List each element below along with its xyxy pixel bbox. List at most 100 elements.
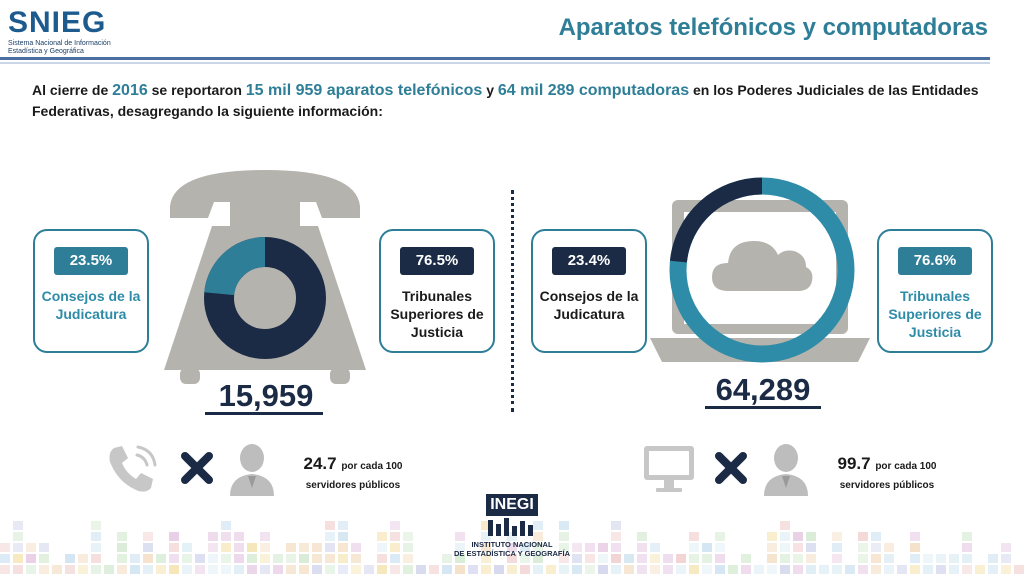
footer-decoration-tile (572, 554, 582, 563)
intro-year: 2016 (112, 82, 148, 99)
footer-decoration-tile (312, 543, 322, 552)
multiply-icon (715, 452, 747, 484)
footer-decoration-tile (585, 543, 595, 552)
footer-decoration-tile (897, 565, 907, 574)
footer-decoration-tile (793, 543, 803, 552)
footer-decoration-tile (117, 554, 127, 563)
computers-ratio-value: 99.7 (837, 454, 871, 473)
footer-decoration-tile (806, 554, 816, 563)
footer-decoration-tile (455, 554, 465, 563)
cloud-icon (712, 241, 813, 291)
footer-decoration-tile (585, 565, 595, 574)
footer-decoration-tile (26, 554, 36, 563)
footer-decoration-tile (715, 565, 725, 574)
footer-decoration-tile (13, 565, 23, 574)
footer-decoration-tile (702, 565, 712, 574)
footer-decoration-tile (26, 543, 36, 552)
footer-decoration-tile (767, 554, 777, 563)
footer-decoration-tile (832, 532, 842, 541)
footer-decoration-tile (13, 532, 23, 541)
intro-text: Al cierre de 2016 se reportaron 15 mil 9… (32, 82, 979, 119)
footer-decoration-tile (455, 532, 465, 541)
footer-decoration-tile (715, 532, 725, 541)
footer-decoration-tile (559, 543, 569, 552)
footer-decoration-tile (650, 565, 660, 574)
footer-decoration-tile (156, 554, 166, 563)
computers-donut (669, 177, 855, 363)
footer-decoration-tile (169, 565, 179, 574)
footer-decoration-tile (117, 565, 127, 574)
footer-decoration-tile (0, 554, 10, 563)
footer-decoration-tile (507, 554, 517, 563)
footer-decoration-tile (780, 565, 790, 574)
footer-decoration-tile (871, 554, 881, 563)
footer-decoration-tile (741, 554, 751, 563)
footer-decoration-tile (377, 543, 387, 552)
section-divider (511, 190, 514, 412)
phones-consejos-card: 23.5% Consejos de la Judicatura (33, 229, 149, 353)
footer-decoration-tile (169, 554, 179, 563)
footer-decoration-tile (988, 565, 998, 574)
footer-decoration-tile (481, 532, 491, 541)
footer-decoration-tile (559, 521, 569, 530)
footer-decoration-tile (559, 554, 569, 563)
footer-decoration-tile (572, 543, 582, 552)
footer-decoration-tile (1001, 554, 1011, 563)
footer-decoration-tile (195, 565, 205, 574)
footer-decoration-tile (1001, 543, 1011, 552)
footer-decoration-tile (26, 565, 36, 574)
footer-decoration-tile (78, 554, 88, 563)
footer-decoration-tile (0, 543, 10, 552)
footer-decoration (0, 521, 1024, 574)
footer-decoration-tile (962, 532, 972, 541)
footer-decoration-tile (325, 532, 335, 541)
footer-decoration-tile (429, 565, 439, 574)
footer-decoration-tile (689, 554, 699, 563)
footer-decoration-tile (377, 554, 387, 563)
footer-decoration-tile (299, 565, 309, 574)
footer-decoration-tile (637, 532, 647, 541)
footer-decoration-tile (637, 565, 647, 574)
laptop-icon (650, 200, 870, 362)
footer-decoration-tile (273, 554, 283, 563)
footer-decoration-tile (208, 554, 218, 563)
footer-decoration-tile (247, 565, 257, 574)
phones-tribunales-label: Tribunales Superiores de Justicia (390, 288, 484, 340)
footer-decoration-tile (403, 543, 413, 552)
phones-tribunales-card: 76.5% Tribunales Superiores de Justicia (379, 229, 495, 353)
footer-decoration-tile (624, 565, 634, 574)
computers-ratio: 99.7 por cada 100 servidores públicos (824, 454, 950, 494)
footer-decoration-tile (780, 532, 790, 541)
footer-decoration-tile (377, 565, 387, 574)
footer-decoration-tile (325, 543, 335, 552)
footer-decoration-tile (260, 565, 270, 574)
footer-decoration-tile (65, 565, 75, 574)
phones-ratio: 24.7 por cada 100 servidores públicos (290, 455, 416, 494)
footer-decoration-tile (481, 565, 491, 574)
footer-decoration-tile (442, 554, 452, 563)
footer-decoration-tile (403, 565, 413, 574)
footer-decoration-tile (234, 532, 244, 541)
footer-decoration-tile (936, 554, 946, 563)
footer-decoration-tile (13, 521, 23, 530)
computers-consejos-pct: 23.4% (552, 247, 626, 275)
footer-decoration-tile (130, 554, 140, 563)
footer-decoration-tile (481, 521, 491, 530)
footer-decoration-tile (689, 565, 699, 574)
footer-decoration-tile (325, 554, 335, 563)
footer-decoration-tile (221, 521, 231, 530)
footer-decoration-tile (91, 543, 101, 552)
footer-decoration-tile (494, 565, 504, 574)
footer-decoration-tile (520, 554, 530, 563)
footer-decoration-tile (975, 565, 985, 574)
computers-consejos-label: Consejos de la Judicatura (539, 288, 639, 322)
computers-tribunales-label: Tribunales Superiores de Justicia (888, 288, 982, 340)
footer-decoration-tile (858, 543, 868, 552)
footer-decoration-tile (806, 543, 816, 552)
footer-decoration-tile (13, 543, 23, 552)
footer-decoration-tile (507, 543, 517, 552)
footer-decoration-tile (585, 554, 595, 563)
footer-decoration-tile (325, 521, 335, 530)
footer-decoration-tile (117, 543, 127, 552)
footer-decoration-tile (338, 554, 348, 563)
